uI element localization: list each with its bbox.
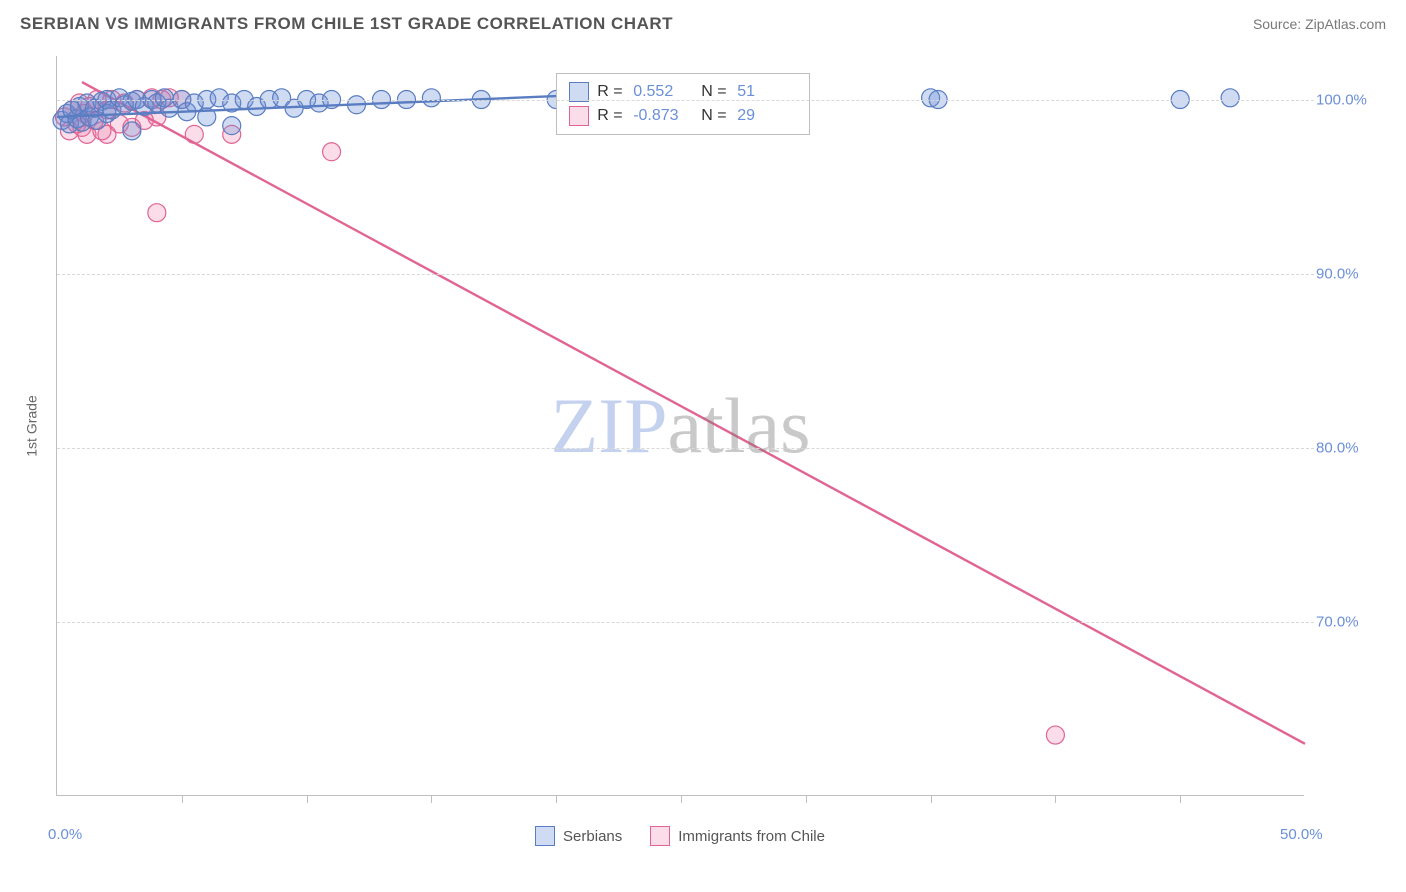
regression-line xyxy=(82,82,1305,744)
gridline xyxy=(57,274,1314,275)
scatter-plot-svg xyxy=(57,56,1305,796)
stats-n-value: 29 xyxy=(737,107,797,125)
x-tick xyxy=(307,795,308,803)
stats-row: R = -0.873 N = 29 xyxy=(569,104,797,128)
x-tick xyxy=(1180,795,1181,803)
x-tick xyxy=(931,795,932,803)
legend-swatch-icon xyxy=(650,826,670,846)
data-point xyxy=(123,122,141,140)
x-axis-min-label: 0.0% xyxy=(48,826,82,843)
data-point xyxy=(1046,726,1064,744)
legend-swatch-icon xyxy=(535,826,555,846)
x-tick xyxy=(806,795,807,803)
stats-r-label: R = xyxy=(597,107,625,125)
stats-swatch-icon xyxy=(569,106,589,126)
legend: Serbians Immigrants from Chile xyxy=(56,820,1304,852)
legend-item-serbians: Serbians xyxy=(535,826,622,846)
gridline xyxy=(57,622,1314,623)
y-tick-label: 70.0% xyxy=(1316,613,1376,630)
x-tick xyxy=(681,795,682,803)
chart-plot-area: ZIPatlas R =0.552N =51R =-0.873N =29 70.… xyxy=(56,56,1304,796)
x-tick xyxy=(556,795,557,803)
legend-label: Immigrants from Chile xyxy=(678,828,825,845)
stats-n-label: N = xyxy=(701,107,729,125)
y-tick-label: 80.0% xyxy=(1316,439,1376,456)
header: SERBIAN VS IMMIGRANTS FROM CHILE 1ST GRA… xyxy=(0,0,1406,48)
y-tick-label: 90.0% xyxy=(1316,265,1376,282)
stats-r-value: -0.873 xyxy=(633,107,693,125)
y-axis-label: 1st Grade xyxy=(22,56,42,796)
legend-label: Serbians xyxy=(563,828,622,845)
x-axis-max-label: 50.0% xyxy=(1280,826,1323,843)
y-tick-label: 100.0% xyxy=(1316,91,1376,108)
legend-item-chile: Immigrants from Chile xyxy=(650,826,825,846)
stats-legend-box: R =0.552N =51 R = -0.873 N = 29 xyxy=(556,73,810,135)
data-point xyxy=(148,204,166,222)
gridline xyxy=(57,100,1314,101)
stats-row: R =0.552N =51 xyxy=(569,80,797,104)
source-attribution: Source: ZipAtlas.com xyxy=(1253,16,1386,32)
data-point xyxy=(323,143,341,161)
gridline xyxy=(57,448,1314,449)
x-tick xyxy=(431,795,432,803)
page-title: SERBIAN VS IMMIGRANTS FROM CHILE 1ST GRA… xyxy=(20,14,673,34)
data-point xyxy=(422,89,440,107)
x-tick xyxy=(182,795,183,803)
data-point xyxy=(1221,89,1239,107)
data-point xyxy=(223,117,241,135)
x-tick xyxy=(1055,795,1056,803)
